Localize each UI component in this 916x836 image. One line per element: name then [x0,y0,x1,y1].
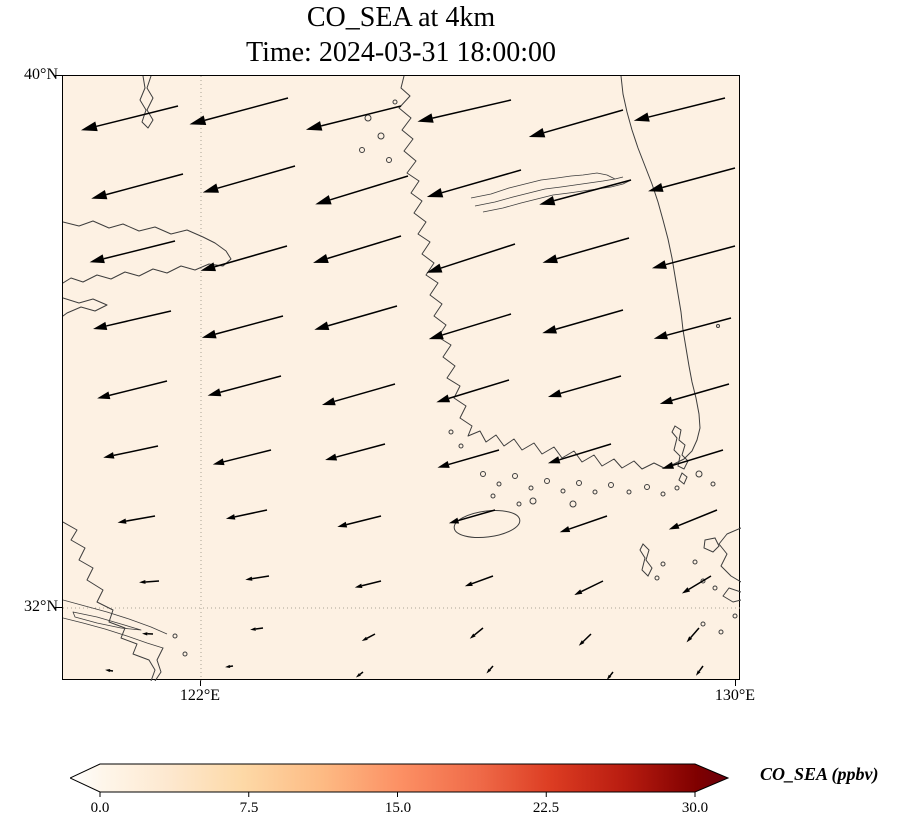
colorbar-tick-2: 15.0 [384,800,412,816]
colorbar-tick-0: 0.0 [90,800,110,816]
coastline-china-yangtze [63,521,188,681]
x-tick-label-130e: 130°E [714,687,756,704]
y-tick-label-32n: 32°N [24,598,58,615]
colorbar [70,763,730,797]
rivers-han-estuary [470,172,632,213]
colorbar-bar [70,763,730,793]
x-tick-label-122e: 122°E [179,687,221,704]
colorbar-tick-4: 30.0 [681,800,709,816]
islands-japan [639,324,741,635]
map-area [62,75,741,681]
colorbar-tick-1: 7.5 [239,800,259,816]
x-tickmark-122e [200,680,201,686]
y-tick-label-40n: 40°N [24,66,58,83]
chart-title: CO_SEA at 4km [306,2,496,33]
y-tickmark-32n [55,607,62,608]
wind-arrows-layer [80,97,736,680]
colorbar-label: CO_SEA (ppbv) [760,764,879,784]
y-tickmark-40n [55,75,62,76]
island-jeju [453,509,521,539]
x-tickmark-130e [735,680,736,686]
colorbar-tickmarks [99,792,696,797]
coastline-liaodong [139,76,154,129]
coastline-korea [359,76,701,470]
gridlines [63,76,741,681]
chart-subtitle: Time: 2024-03-31 18:00:00 [245,37,557,68]
islands-korea-south [448,429,716,508]
colorbar-tick-3: 22.5 [532,800,560,816]
map-svg [63,76,741,681]
